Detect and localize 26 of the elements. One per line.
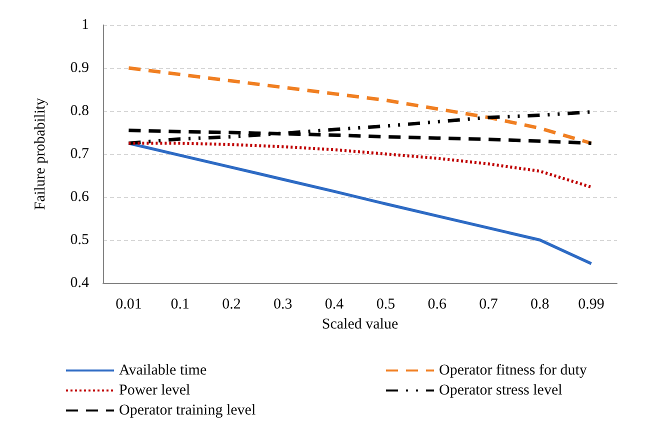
y-tick-label: 0.6: [70, 189, 90, 205]
x-tick-label: 0.01: [116, 296, 142, 312]
y-tick-label: 0.5: [70, 232, 89, 248]
x-tick-label: 0.5: [376, 296, 396, 312]
x-tick-label: 0.7: [479, 296, 498, 312]
x-tick-label: 0.1: [170, 296, 190, 312]
line-series: [126, 66, 594, 145]
x-tick-label: 0.8: [530, 296, 550, 312]
legend-label: Power level: [119, 382, 190, 398]
y-tick-label: 0.7: [70, 146, 90, 162]
x-axis-title: Scaled value: [322, 316, 398, 332]
legend-label: Operator stress level: [439, 382, 562, 398]
legend-label: Operator fitness for duty: [439, 362, 588, 378]
y-tick-label: 0.9: [70, 60, 89, 76]
y-axis-title: Failure probability: [32, 97, 48, 210]
legend-label: Available time: [119, 362, 207, 378]
y-tick-label: 1: [82, 17, 89, 33]
line-series: [127, 142, 593, 189]
legend-label: Operator training level: [119, 402, 256, 418]
y-tick-label: 0.8: [70, 103, 89, 119]
x-tick-label: 0.4: [324, 296, 344, 312]
x-tick-label: 0.2: [222, 296, 241, 312]
x-tick-label: 0.99: [578, 296, 604, 312]
y-tick-label: 0.4: [70, 275, 90, 291]
x-tick-label: 0.6: [428, 296, 447, 312]
x-tick-label: 0.3: [274, 296, 292, 312]
